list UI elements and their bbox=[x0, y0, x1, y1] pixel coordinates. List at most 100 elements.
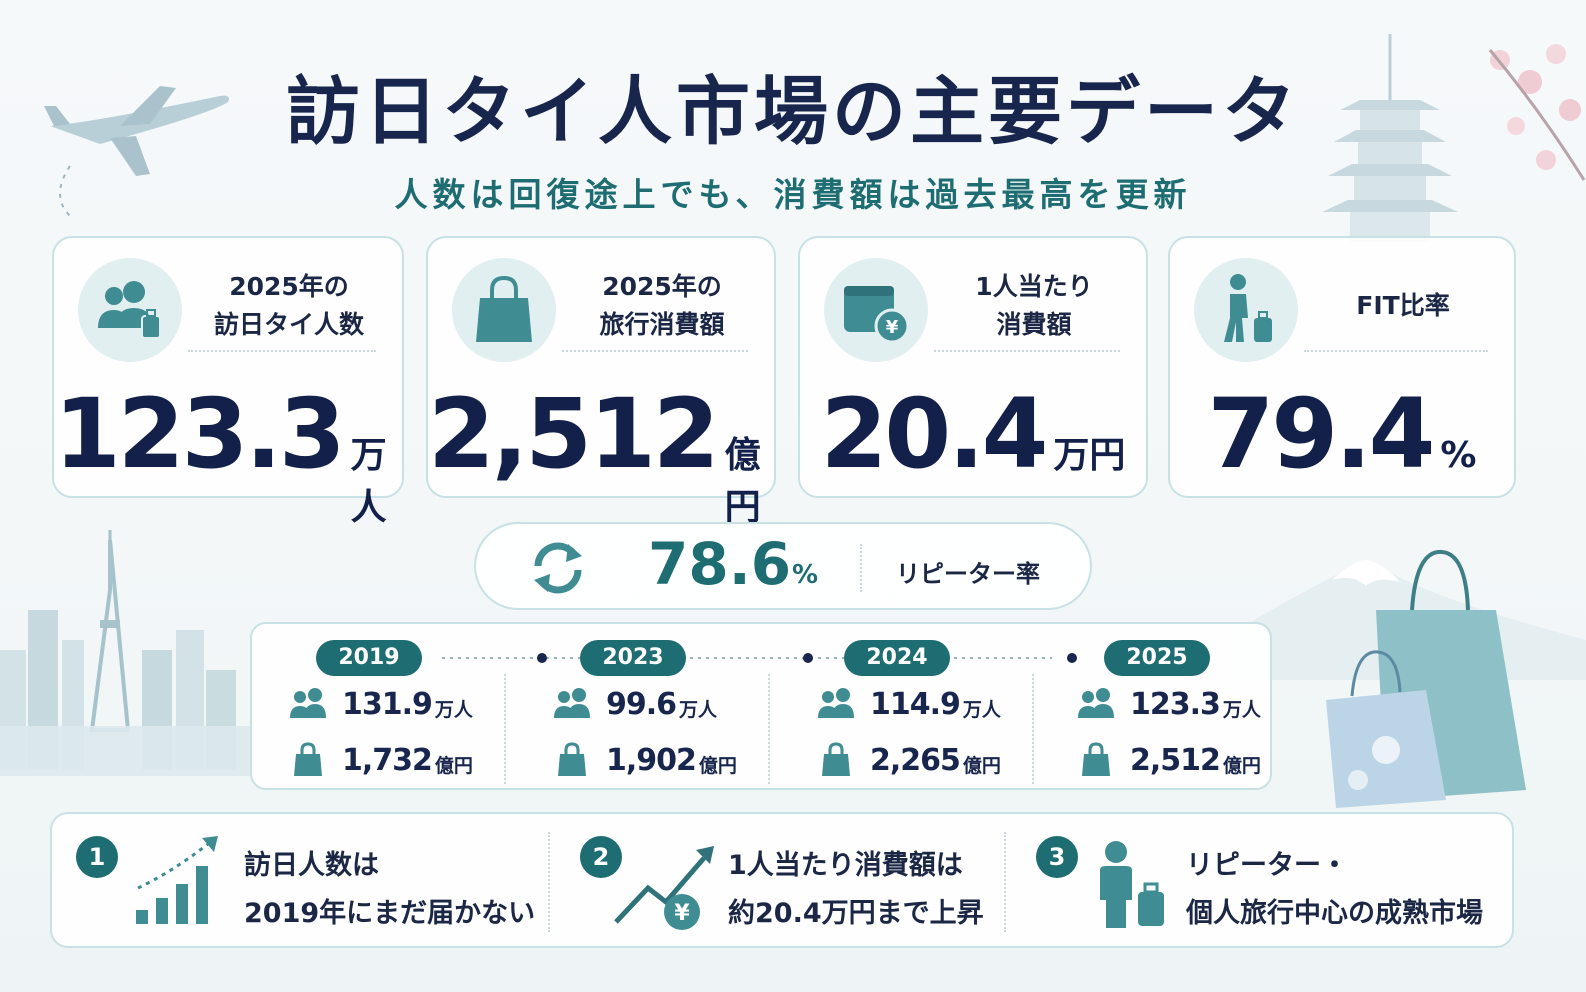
spend-value: 1,902 bbox=[606, 742, 697, 778]
year-badge: 2025 bbox=[1104, 640, 1210, 676]
card-label: 2025年の 旅行消費額 bbox=[599, 272, 725, 339]
card-unit: % bbox=[1440, 435, 1477, 476]
spend-row: 2,265 億円 bbox=[816, 740, 1001, 780]
card-unit: 万人 bbox=[350, 435, 387, 528]
visitors-row: 131.9 万人 bbox=[288, 684, 473, 724]
key-points: 1 訪日人数は 2019年にまだ届かない 2 ¥ 1人当たり消費額は 約20.4… bbox=[50, 812, 1514, 948]
spend-value: 2,265 bbox=[870, 742, 961, 778]
divider bbox=[1304, 350, 1488, 352]
visitors-card: 2025年の 訪日タイ人数 123.3 万人 bbox=[52, 236, 404, 528]
visitors-value: 114.9 bbox=[870, 686, 961, 722]
traveler-icon bbox=[1224, 274, 1272, 342]
people-luggage-icon bbox=[98, 281, 161, 339]
rising-bars-icon bbox=[136, 836, 218, 924]
key-point: 1 訪日人数は 2019年にまだ届かない bbox=[52, 814, 542, 950]
pagoda-icon bbox=[1322, 34, 1586, 242]
yearly-timeline: 2019 131.9 万人 1,732 億円 2023 99.6 万人 1,90… bbox=[250, 622, 1272, 790]
divider bbox=[1004, 832, 1006, 932]
shopping-bag-icon bbox=[294, 742, 322, 776]
timeline-year: 2025 123.3 万人 2,512 億円 bbox=[1040, 624, 1295, 792]
year-badge: 2024 bbox=[844, 640, 950, 676]
divider bbox=[562, 350, 748, 352]
timeline-year: 2023 99.6 万人 1,902 億円 bbox=[516, 624, 771, 792]
divider bbox=[768, 674, 770, 784]
card-value: 79.4 % bbox=[1170, 378, 1514, 490]
svg-text:¥: ¥ bbox=[886, 317, 899, 338]
visitors-value: 99.6 bbox=[606, 686, 677, 722]
card-value: 123.3 万人 bbox=[54, 378, 402, 528]
card-unit: 億円 bbox=[724, 435, 761, 528]
visitors-unit: 万人 bbox=[1222, 698, 1261, 721]
shopping-bags-fuji-icon bbox=[1236, 549, 1586, 808]
shopping-bag-icon bbox=[476, 275, 532, 342]
spend-unit: 億円 bbox=[434, 754, 473, 777]
wallet-yen-icon: ¥ bbox=[844, 286, 910, 344]
page-title: 訪日タイ人市場の主要データ bbox=[286, 69, 1300, 155]
divider bbox=[1032, 674, 1034, 784]
card-number: 2,512 bbox=[428, 378, 720, 490]
divider bbox=[934, 350, 1120, 352]
visitors-unit: 万人 bbox=[962, 698, 1001, 721]
per-person-card: ¥ 1人当たり 消費額 20.4 万円 bbox=[798, 236, 1148, 498]
icon-circle bbox=[1194, 258, 1298, 362]
divider bbox=[548, 832, 550, 932]
repeater-rate-unit: % bbox=[792, 560, 819, 590]
card-label: FIT比率 bbox=[1356, 291, 1450, 320]
divider bbox=[860, 544, 862, 592]
icon-circle bbox=[452, 258, 556, 362]
point-text: 1人当たり消費額は 約20.4万円まで上昇 bbox=[728, 850, 984, 929]
trend-yen-icon: ¥ bbox=[614, 846, 714, 930]
timeline-connector bbox=[442, 653, 1077, 663]
visitors-row: 99.6 万人 bbox=[552, 684, 717, 724]
spend-value: 2,512 bbox=[1130, 742, 1221, 778]
page-subtitle: 人数は回復途上でも、消費額は過去最高を更新 bbox=[394, 175, 1192, 214]
divider bbox=[504, 674, 506, 784]
divider bbox=[188, 350, 376, 352]
shopping-bag-icon bbox=[558, 742, 586, 776]
icon-circle: ¥ bbox=[824, 258, 928, 362]
card-value: 2,512 億円 bbox=[428, 378, 774, 528]
visitors-value: 123.3 bbox=[1130, 686, 1221, 722]
card-label: 1人当たり 消費額 bbox=[975, 272, 1093, 339]
spend-row: 2,512 億円 bbox=[1076, 740, 1261, 780]
key-point: 3 リピーター・ 個人旅行中心の成熟市場 bbox=[1012, 814, 1512, 950]
key-point: 2 ¥ 1人当たり消費額は 約20.4万円まで上昇 bbox=[556, 814, 1006, 950]
fit-ratio-card: FIT比率 79.4 % bbox=[1168, 236, 1516, 498]
visitors-value: 131.9 bbox=[342, 686, 433, 722]
year-badge: 2019 bbox=[316, 640, 422, 676]
card-number: 20.4 bbox=[820, 378, 1049, 490]
spend-unit: 億円 bbox=[1222, 754, 1261, 777]
city-skyline-icon bbox=[0, 530, 250, 776]
person-luggage-icon bbox=[1100, 841, 1164, 928]
spend-unit: 億円 bbox=[698, 754, 737, 777]
spending-card: 2025年の 旅行消費額 2,512 億円 bbox=[426, 236, 776, 528]
shopping-bag-icon bbox=[822, 742, 850, 776]
people-icon bbox=[1078, 688, 1114, 718]
visitors-unit: 万人 bbox=[434, 698, 473, 721]
visitors-row: 114.9 万人 bbox=[816, 684, 1001, 724]
point-number-badge: 1 bbox=[76, 836, 118, 878]
visitors-unit: 万人 bbox=[679, 698, 718, 721]
point-number-badge: 2 bbox=[580, 836, 622, 878]
repeater-rate-value: 78.6 bbox=[648, 530, 792, 598]
card-label: 2025年の 訪日タイ人数 bbox=[213, 272, 364, 339]
people-icon bbox=[818, 688, 854, 718]
people-icon bbox=[554, 688, 590, 718]
spend-unit: 億円 bbox=[962, 754, 1001, 777]
repeat-arrows-icon bbox=[534, 542, 582, 594]
card-number: 79.4 bbox=[1207, 378, 1436, 490]
point-text: 訪日人数は 2019年にまだ届かない bbox=[244, 850, 536, 929]
repeater-rate-label: リピーター率 bbox=[896, 560, 1040, 588]
card-number: 123.3 bbox=[54, 378, 346, 490]
spend-row: 1,902 億円 bbox=[552, 740, 737, 780]
timeline-year: 2024 114.9 万人 2,265 億円 bbox=[780, 624, 1035, 792]
svg-text:¥: ¥ bbox=[674, 901, 690, 926]
spend-row: 1,732 億円 bbox=[288, 740, 473, 780]
people-icon bbox=[290, 688, 326, 718]
airplane-icon bbox=[44, 86, 229, 217]
timeline-year: 2019 131.9 万人 1,732 億円 bbox=[252, 624, 507, 792]
spend-value: 1,732 bbox=[342, 742, 433, 778]
year-badge: 2023 bbox=[580, 640, 686, 676]
point-text: リピーター・ 個人旅行中心の成熟市場 bbox=[1186, 850, 1483, 929]
icon-circle bbox=[78, 258, 182, 362]
